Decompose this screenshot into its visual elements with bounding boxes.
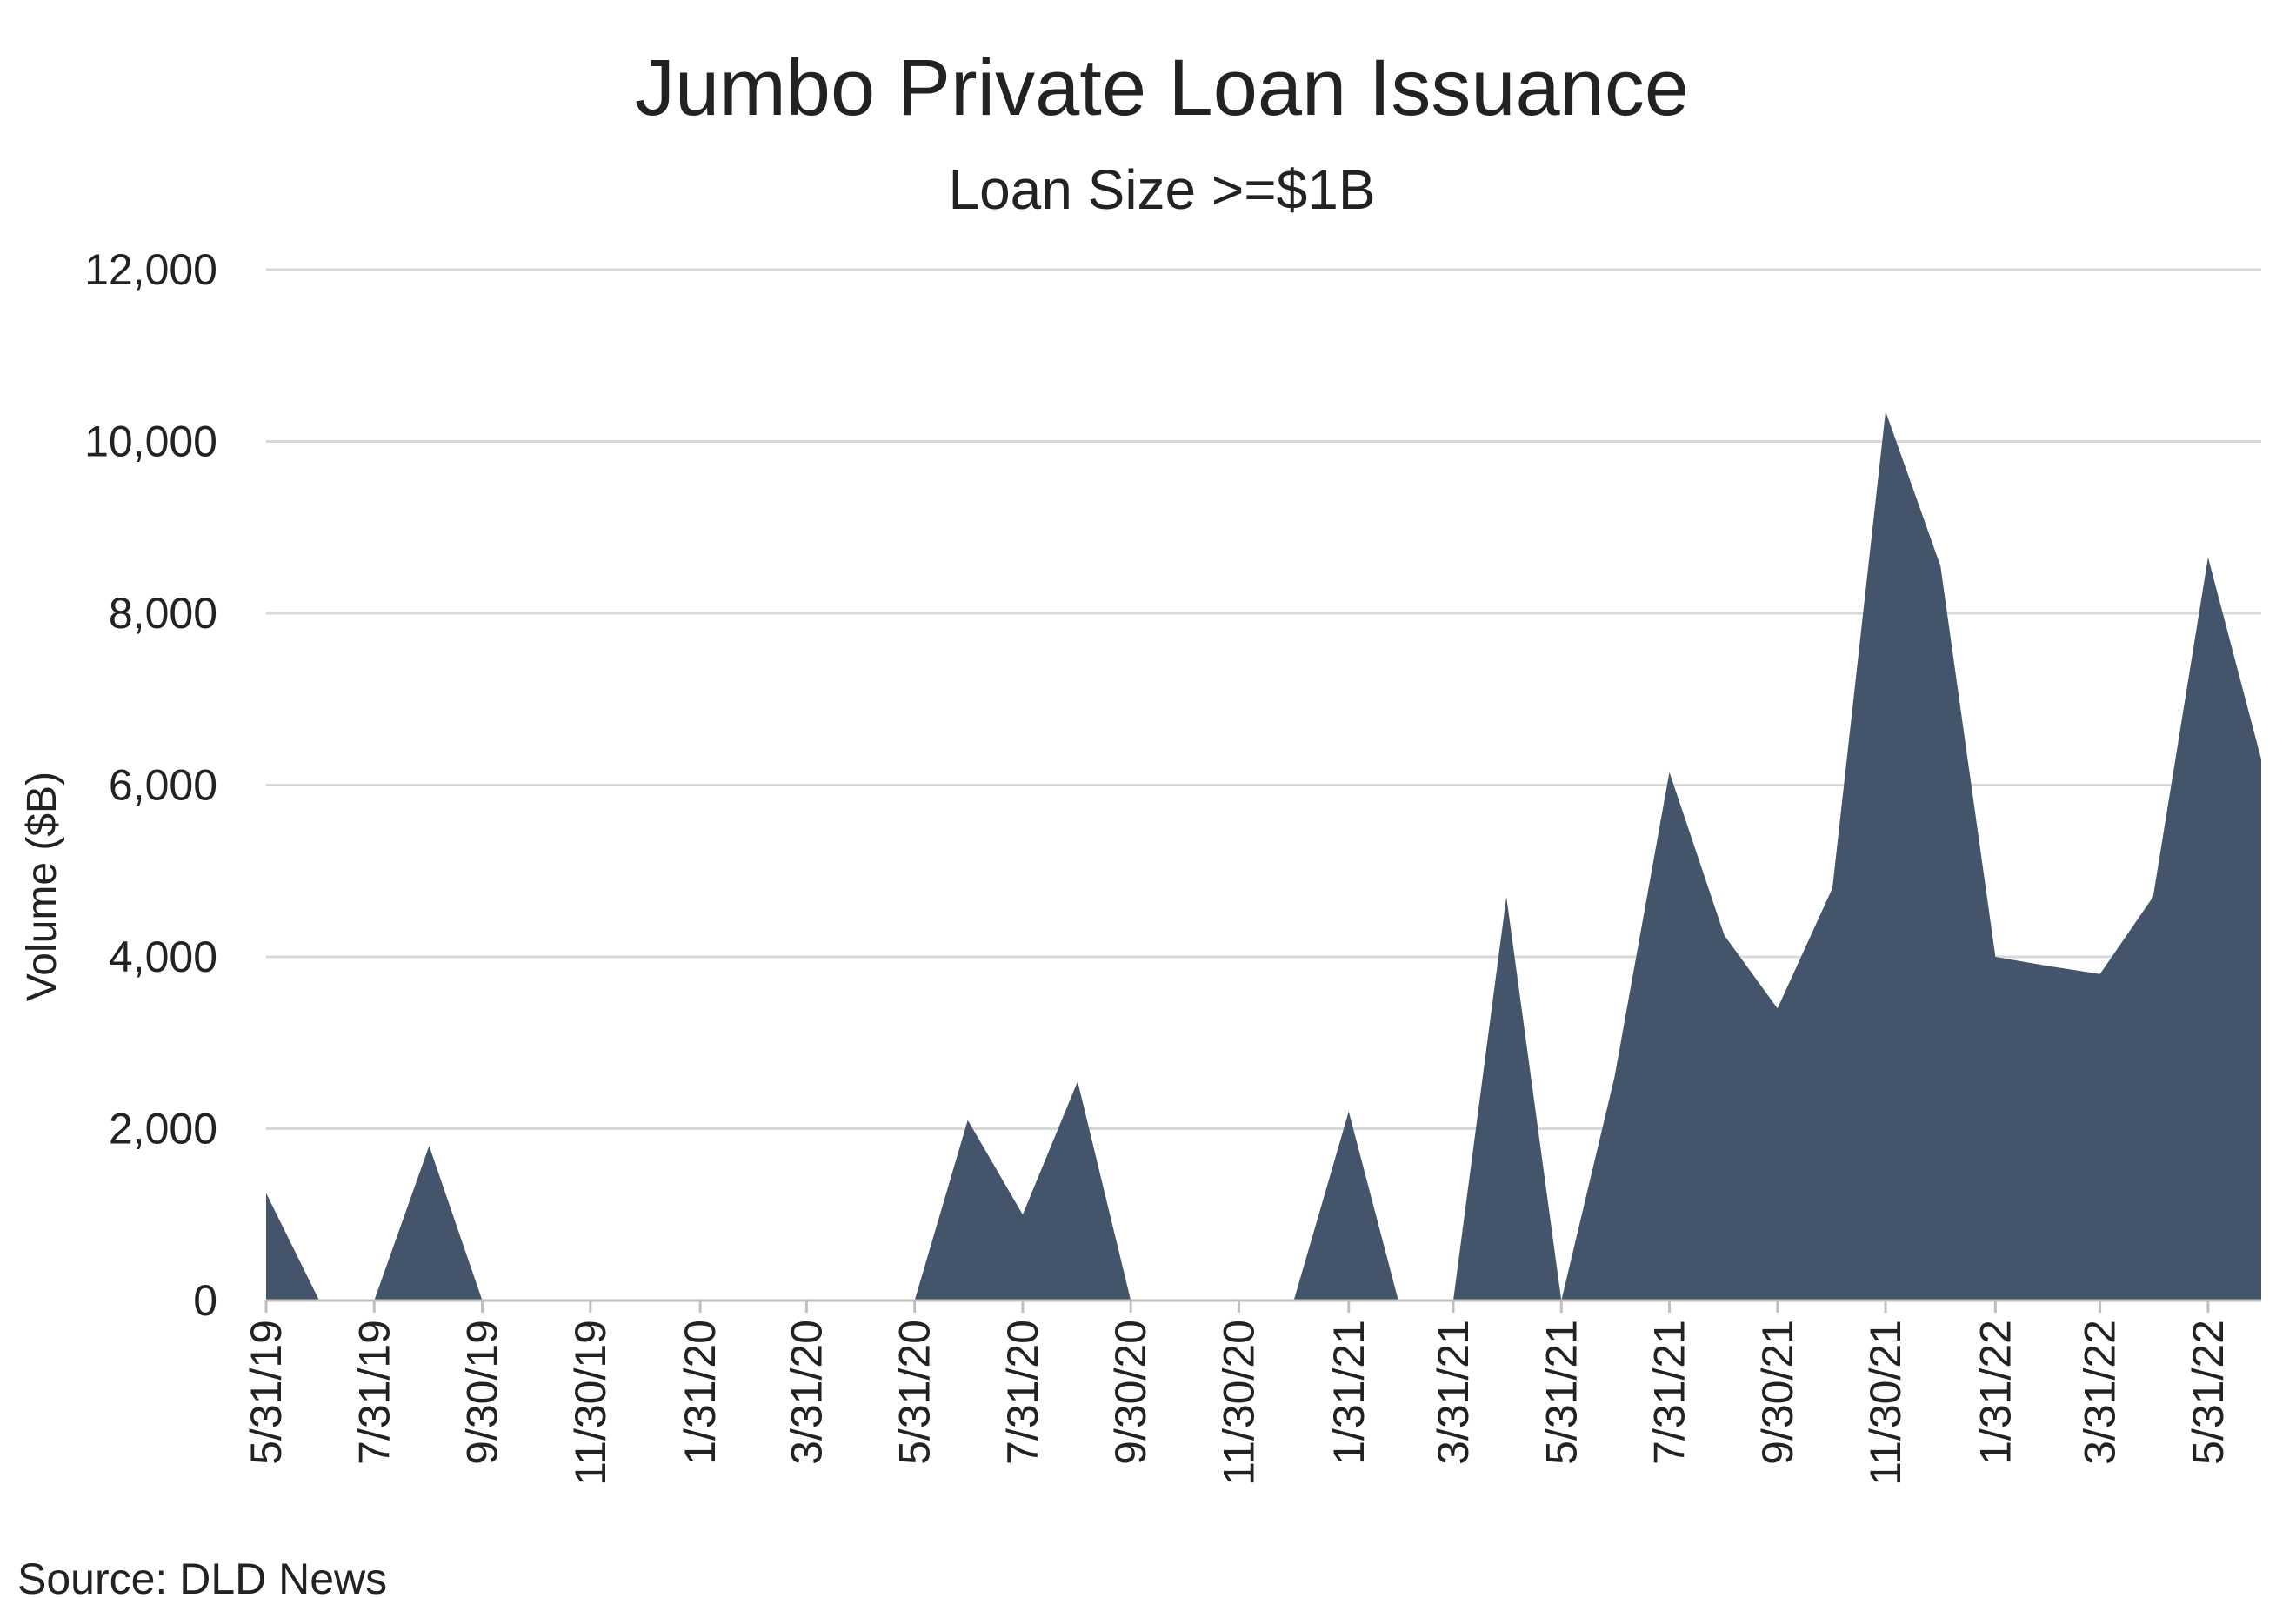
area-series: [266, 411, 2261, 1302]
y-tick-label: 4,000: [109, 933, 217, 981]
x-tick-label: 1/31/22: [1971, 1320, 2019, 1465]
x-axis-ticks: 5/31/19 7/31/19 9/30/19 11/30/19 1/31/20 3/31…: [242, 1300, 2233, 1486]
y-tick-label: 0: [193, 1276, 217, 1325]
area-fill: [266, 411, 2261, 1300]
y-tick-label: 12,000: [84, 245, 217, 294]
x-tick-label: 11/30/19: [566, 1320, 615, 1486]
x-tick-label: 3/31/20: [782, 1320, 831, 1465]
x-tick-label: 7/31/21: [1645, 1320, 1694, 1465]
x-tick-label: 7/31/20: [998, 1320, 1047, 1465]
x-tick-label: 1/31/21: [1325, 1320, 1373, 1465]
source-note: Source: DLD News: [17, 1555, 387, 1598]
x-tick-label: 9/30/21: [1753, 1320, 1802, 1465]
x-tick-label: 1/31/20: [676, 1320, 724, 1465]
y-tick-label: 6,000: [109, 761, 217, 810]
x-tick-label: 11/30/21: [1861, 1320, 1910, 1486]
chart-subtitle: Loan Size >=$1B: [948, 158, 1375, 221]
y-tick-label: 8,000: [109, 589, 217, 638]
x-tick-label: 3/31/21: [1429, 1320, 1478, 1465]
x-tick-label: 9/30/19: [458, 1320, 507, 1465]
x-tick-label: 11/30/20: [1214, 1320, 1263, 1486]
y-axis-ticks: 0 2,000 4,000 6,000 8,000 10,000 12,000: [84, 245, 217, 1325]
x-tick-label: 7/31/19: [350, 1320, 398, 1465]
y-tick-label: 10,000: [84, 418, 217, 466]
chart-title: Jumbo Private Loan Issuance: [635, 43, 1689, 132]
x-tick-label: 5/31/21: [1537, 1320, 1585, 1465]
y-axis-title: Volume ($B): [19, 772, 65, 1001]
x-tick-label: 5/31/20: [891, 1320, 939, 1465]
x-tick-label: 3/31/22: [2076, 1320, 2125, 1465]
x-tick-label: 5/31/19: [242, 1320, 290, 1465]
y-tick-label: 2,000: [109, 1105, 217, 1153]
x-tick-label: 5/31/22: [2184, 1320, 2233, 1465]
x-tick-label: 9/30/20: [1106, 1320, 1155, 1465]
